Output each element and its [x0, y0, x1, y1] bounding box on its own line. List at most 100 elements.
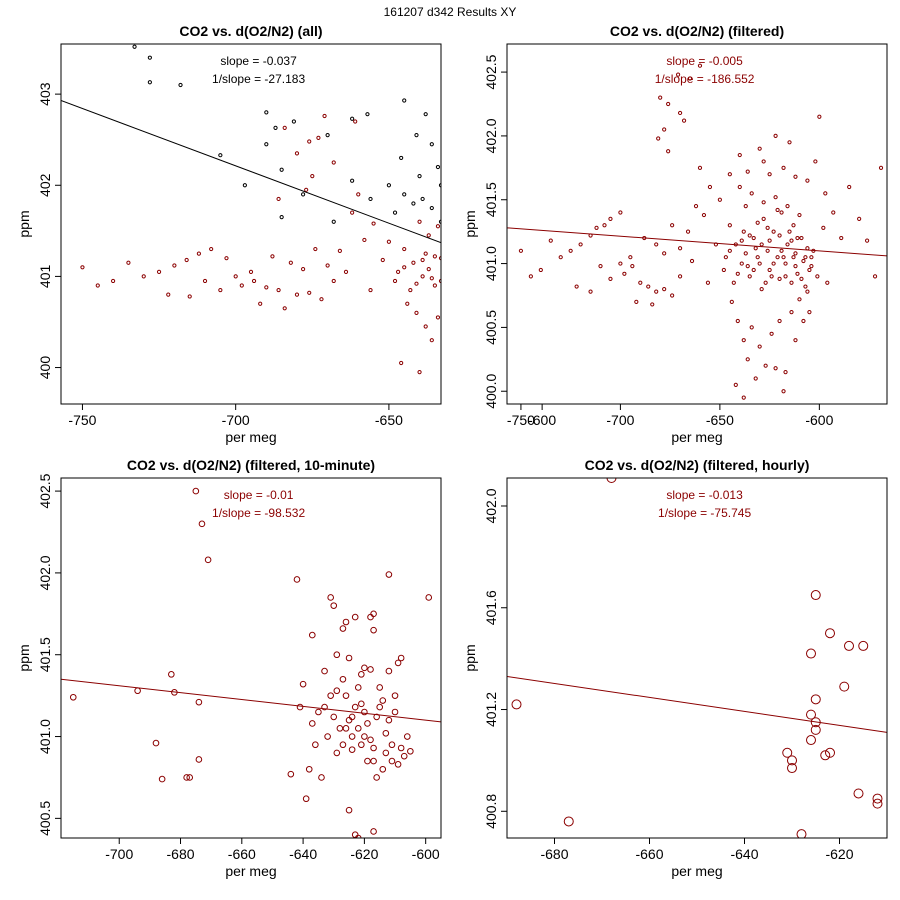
data-point — [872, 274, 878, 279]
data-point — [787, 763, 797, 774]
data-point — [755, 255, 760, 260]
data-point — [759, 287, 764, 292]
data-point — [779, 210, 784, 215]
data-point — [801, 318, 806, 324]
data-point — [739, 238, 744, 243]
x-tick-label: -600 — [528, 412, 556, 428]
data-point — [442, 357, 445, 360]
data-point — [376, 703, 384, 711]
slope-annotation: slope = -0.01 — [224, 488, 294, 502]
data-point — [417, 370, 422, 375]
data-point — [455, 152, 458, 155]
data-point — [69, 693, 77, 701]
data-point — [373, 774, 380, 781]
data-point — [755, 220, 760, 225]
data-point — [763, 280, 768, 285]
data-point — [568, 248, 573, 253]
data-point — [331, 219, 336, 224]
data-point — [195, 756, 203, 763]
fit-line — [507, 227, 887, 257]
data-point — [681, 118, 687, 123]
slope-annotation: slope = -0.037 — [220, 54, 297, 68]
data-point — [781, 255, 786, 260]
data-point — [388, 741, 396, 749]
data-point — [264, 142, 269, 147]
data-point — [646, 284, 651, 289]
y-tick-label: 402.0 — [483, 488, 499, 523]
data-point — [429, 276, 434, 281]
data-point — [187, 294, 192, 299]
data-point — [417, 174, 422, 179]
data-point — [467, 175, 470, 178]
data-point — [761, 216, 766, 221]
data-point — [857, 216, 862, 221]
data-point — [356, 192, 361, 197]
data-point — [745, 264, 750, 269]
data-point — [805, 289, 810, 294]
data-point — [805, 246, 810, 251]
data-point — [733, 382, 738, 387]
data-point — [325, 133, 330, 138]
data-point — [423, 112, 428, 117]
data-point — [302, 795, 310, 803]
data-point — [348, 713, 356, 721]
data-point — [662, 251, 667, 256]
data-point — [435, 164, 441, 170]
data-point — [821, 225, 826, 230]
data-point — [541, 249, 544, 252]
data-point — [420, 196, 425, 202]
data-point — [783, 369, 788, 375]
data-point — [872, 793, 883, 804]
data-point — [658, 95, 663, 100]
data-point — [803, 255, 808, 260]
data-point — [795, 235, 800, 241]
y-tick-label: 403 — [37, 82, 53, 106]
data-point — [739, 261, 744, 266]
data-point — [345, 806, 353, 814]
data-point — [727, 223, 732, 228]
data-point — [273, 125, 278, 130]
data-point — [689, 258, 695, 264]
y-tick-label: 400.5 — [483, 310, 499, 345]
data-point — [769, 331, 774, 336]
data-point — [364, 757, 371, 765]
data-point — [435, 315, 441, 320]
data-point — [318, 774, 325, 781]
plot-area — [61, 487, 441, 838]
data-point — [751, 235, 756, 241]
data-point — [331, 160, 336, 165]
data-point — [358, 741, 365, 749]
data-point — [789, 238, 794, 243]
data-point — [727, 172, 732, 177]
data-point — [608, 216, 613, 221]
y-tick-label: 402.0 — [37, 555, 53, 590]
data-point — [628, 255, 633, 260]
data-point — [196, 251, 201, 256]
data-point — [759, 242, 764, 247]
data-point — [767, 172, 772, 177]
data-point — [305, 765, 313, 773]
data-point — [479, 378, 482, 381]
data-point — [807, 267, 812, 273]
data-point — [402, 98, 407, 103]
data-point — [380, 257, 385, 263]
y-tick-label: 401.5 — [37, 637, 53, 672]
data-point — [606, 478, 617, 483]
inverse-slope-annotation: 1/slope = -27.183 — [212, 72, 305, 86]
data-point — [853, 788, 864, 799]
data-point — [670, 293, 675, 298]
data-point — [218, 287, 223, 293]
slope-annotation: slope = -0.005 — [666, 54, 743, 68]
data-point — [385, 716, 393, 724]
data-point — [482, 238, 485, 241]
data-point — [449, 329, 452, 332]
data-point — [723, 255, 728, 260]
data-point — [351, 831, 359, 838]
data-point — [666, 101, 671, 107]
data-point — [147, 80, 152, 85]
y-axis-label: ppm — [16, 210, 32, 237]
data-point — [618, 261, 623, 266]
data-point — [767, 238, 772, 243]
data-point — [458, 188, 461, 191]
x-tick-label: -750 — [507, 412, 535, 428]
